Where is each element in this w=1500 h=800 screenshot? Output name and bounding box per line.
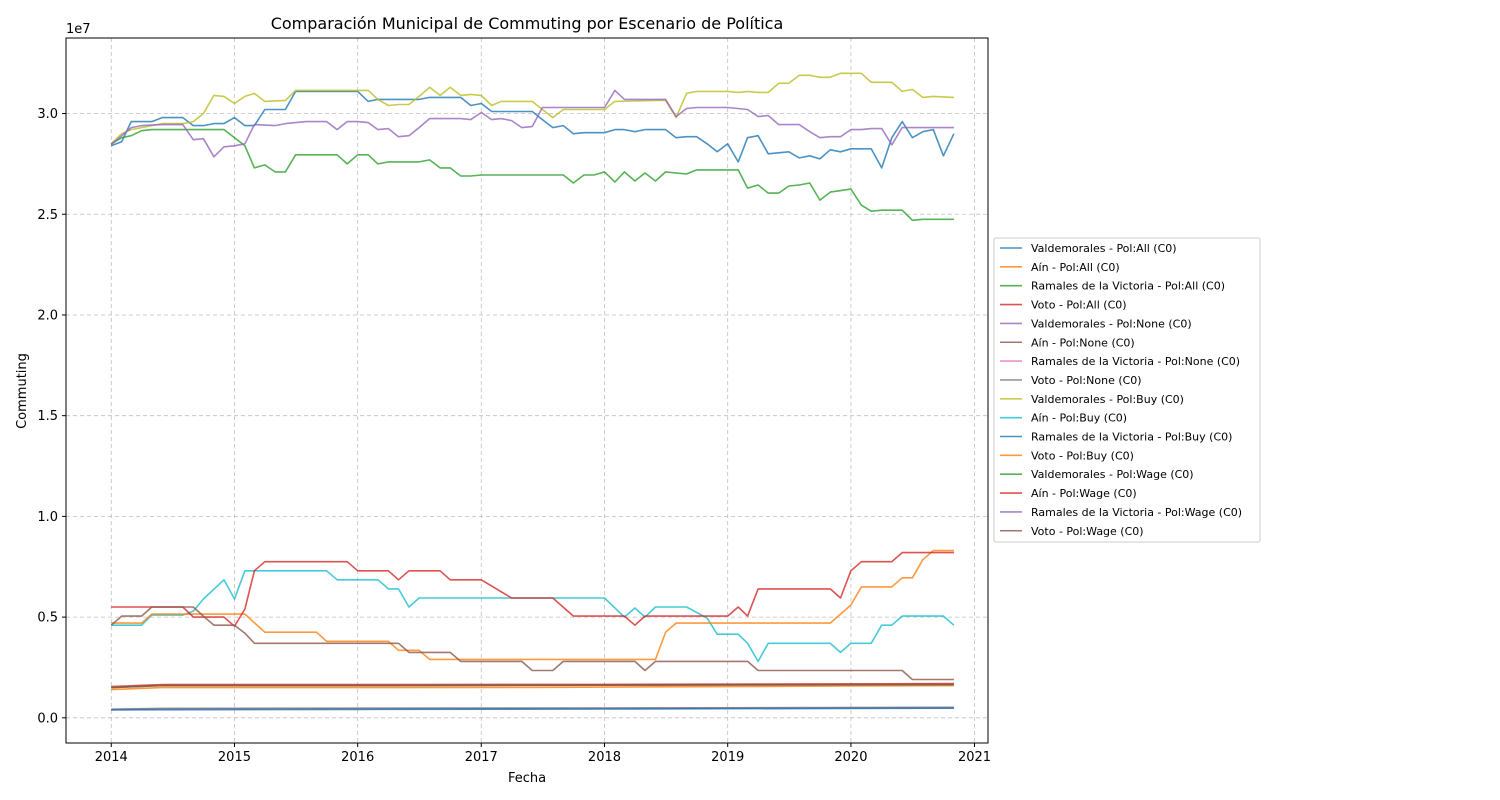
series-line: [111, 684, 954, 691]
x-axis-label: Fecha: [508, 771, 546, 786]
x-axis-ticks: 2014 2015 2016 2017 2018 2019 2020 2021: [95, 743, 991, 765]
x-tick-label: 2017: [465, 750, 498, 765]
x-tick-label: 2021: [958, 750, 991, 765]
plot-frame: [65, 37, 989, 744]
legend-label: Voto - Pol:All (C0): [1031, 299, 1127, 312]
gridlines: [66, 38, 988, 743]
series-line: [111, 707, 954, 711]
x-tick-label: 2020: [834, 750, 867, 765]
legend-label: Aín - Pol:Wage (C0): [1031, 487, 1137, 500]
series-line: [110, 128, 954, 222]
series-line: [110, 90, 955, 169]
series-line: [110, 89, 954, 158]
series-lines: [110, 72, 955, 711]
legend-label: Valdemorales - Pol:Buy (C0): [1031, 393, 1184, 406]
legend-label: Aín - Pol:Buy (C0): [1031, 412, 1127, 425]
y-tick-label: 3.0: [37, 107, 58, 122]
legend-label: Ramales de la Victoria - Pol:Wage (C0): [1031, 506, 1242, 519]
series-line: [110, 606, 954, 681]
x-tick-label: 2018: [588, 750, 621, 765]
legend-label: Voto - Pol:Wage (C0): [1031, 525, 1144, 538]
series-line: [110, 72, 954, 145]
legend-label: Valdemorales - Pol:None (C0): [1031, 317, 1192, 330]
legend-label: Aín - Pol:All (C0): [1031, 261, 1120, 274]
legend-label: Valdemorales - Pol:Wage (C0): [1031, 468, 1194, 481]
x-tick-label: 2016: [341, 750, 374, 765]
y-tick-label: 2.0: [37, 308, 58, 323]
legend-label: Ramales de la Victoria - Pol:All (C0): [1031, 280, 1225, 293]
y-axis-label: Commuting: [15, 353, 30, 429]
y-tick-label: 2.5: [37, 208, 58, 223]
y-axis-ticks: 0.0 0.5 1.0 1.5 2.0 2.5 3.0: [37, 107, 66, 726]
legend-label: Ramales de la Victoria - Pol:None (C0): [1031, 355, 1240, 368]
x-tick-label: 2014: [95, 750, 128, 765]
series-line: [111, 682, 954, 688]
x-tick-label: 2015: [218, 750, 251, 765]
series-line: [111, 706, 954, 710]
legend-frame: [993, 237, 1261, 543]
legend: Valdemorales - Pol:All (C0) Aín - Pol:All…: [993, 237, 1261, 543]
legend-label: Voto - Pol:Buy (C0): [1031, 449, 1134, 462]
legend-label: Aín - Pol:None (C0): [1031, 336, 1135, 349]
y-axis-multiplier: 1e7: [66, 22, 91, 37]
y-tick-label: 0.0: [37, 711, 58, 726]
legend-label: Valdemorales - Pol:All (C0): [1031, 242, 1177, 255]
y-tick-label: 1.0: [37, 510, 58, 525]
y-tick-label: 1.5: [37, 409, 58, 424]
chart-title: Comparación Municipal de Commuting por E…: [271, 14, 784, 33]
legend-label: Ramales de la Victoria - Pol:Buy (C0): [1031, 431, 1232, 444]
series-line: [111, 683, 954, 689]
legend-label: Voto - Pol:None (C0): [1031, 374, 1142, 387]
series-line: [111, 549, 954, 661]
y-tick-label: 0.5: [37, 611, 58, 626]
x-tick-label: 2019: [711, 750, 744, 765]
